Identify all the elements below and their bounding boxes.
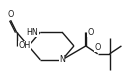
- Text: OH: OH: [18, 41, 31, 50]
- Text: O: O: [88, 28, 94, 37]
- Text: O: O: [7, 10, 14, 19]
- Text: N: N: [59, 55, 65, 64]
- Text: HN: HN: [27, 28, 38, 37]
- Text: O: O: [94, 43, 101, 52]
